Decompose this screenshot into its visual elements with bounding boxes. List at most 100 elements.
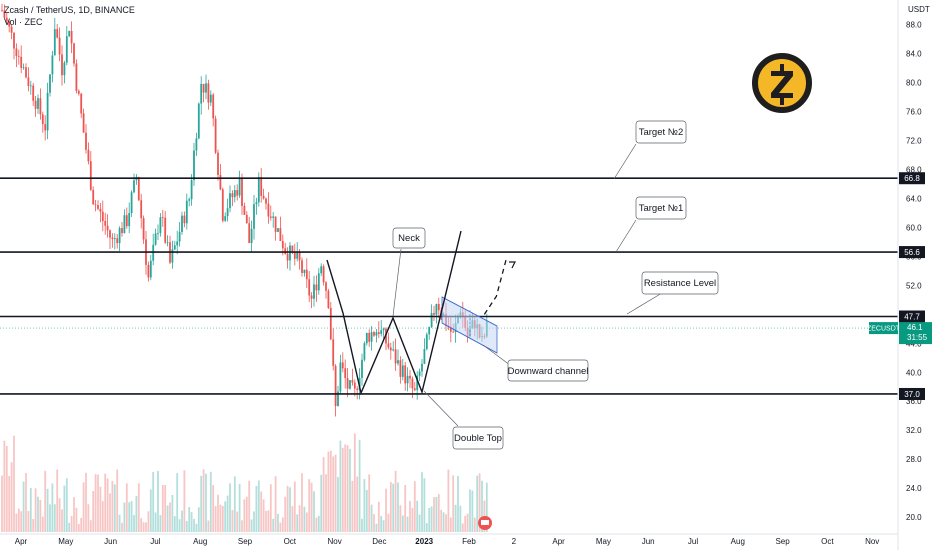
volume-bar: [341, 447, 344, 532]
volume-bar: [145, 522, 147, 532]
candle-body: [111, 237, 114, 240]
candle-body: [382, 328, 385, 331]
price-tick-label: 88.0: [906, 21, 922, 30]
callout-target-1-leader: [615, 219, 637, 253]
candle-body: [406, 375, 409, 384]
candle-body: [164, 217, 167, 243]
volume-bar: [219, 504, 222, 532]
candle-body: [207, 83, 210, 103]
volume-bar: [382, 520, 385, 532]
volume-bar: [142, 522, 145, 532]
callout-double-top-box: [452, 426, 504, 450]
callout-neck-leader: [392, 248, 402, 317]
candle-body: [315, 284, 318, 291]
volume-bar: [363, 479, 366, 532]
symbol-title[interactable]: Zcash / TetherUS, 1D, BINANCE: [4, 5, 135, 15]
volume-bar: [32, 519, 35, 532]
volume-bar: [293, 481, 296, 532]
volume-bar: [17, 508, 20, 532]
volume-bar: [329, 450, 332, 532]
candle-body: [320, 266, 323, 274]
candle-body: [236, 190, 239, 196]
candle-body: [133, 180, 135, 193]
volume-bar: [233, 476, 236, 532]
volume-bar: [385, 488, 387, 532]
callout-target-2-box: [635, 120, 687, 144]
candle-body: [49, 74, 51, 93]
price-tick-label: 64.0: [906, 194, 922, 203]
candle-body: [370, 332, 373, 342]
volume-label[interactable]: Vol · ZEC: [4, 17, 43, 27]
volume-bar: [209, 471, 212, 532]
candle-body: [224, 216, 227, 221]
candle-body: [161, 217, 164, 218]
candle-body: [305, 269, 308, 280]
candle-body: [267, 203, 270, 217]
volume-bar: [301, 473, 303, 532]
candle-body: [392, 349, 395, 351]
volume-bar: [221, 505, 224, 532]
volume-bar: [317, 515, 320, 532]
volume-bar: [315, 517, 318, 532]
volume-bar: [334, 454, 337, 532]
candle-body: [13, 32, 15, 49]
volume-bar: [157, 470, 159, 532]
volume-bar: [236, 511, 239, 532]
callout-neck[interactable]: Neck: [392, 227, 426, 317]
volume-bar: [181, 510, 183, 532]
candle-body: [229, 193, 231, 209]
price-tick-label: 40.0: [906, 368, 922, 377]
volume-bar: [193, 518, 195, 532]
time-tick-label: Nov: [865, 537, 879, 546]
candle-body: [130, 192, 133, 214]
candle-body: [75, 63, 78, 91]
volume-bar: [58, 498, 61, 532]
volume-bar: [185, 521, 188, 532]
callout-target-1[interactable]: Target №1: [615, 196, 687, 253]
volume-bar: [109, 493, 111, 532]
volume-bar: [106, 478, 109, 532]
volume-bar: [190, 512, 193, 532]
callout-target-2[interactable]: Target №2: [613, 120, 687, 180]
volume-bar: [75, 507, 78, 532]
level-tag-box: [899, 387, 925, 400]
callout-neck-text: Neck: [398, 233, 420, 244]
candle-body: [85, 132, 87, 150]
candle-body: [344, 368, 347, 379]
time-tick-label: Jul: [150, 537, 160, 546]
volume-bar: [471, 490, 474, 532]
candle-body: [142, 218, 145, 240]
volume-bar: [51, 483, 54, 532]
currency-label[interactable]: USDT: [908, 5, 930, 14]
candle-body: [217, 152, 219, 175]
candle-body: [425, 334, 428, 350]
volume-bar: [73, 497, 75, 532]
time-tick-label: Feb: [462, 537, 476, 546]
callout-channel-leader: [482, 344, 511, 366]
level-tag-box: [899, 246, 925, 259]
callout-double-top[interactable]: Double Top: [423, 390, 504, 450]
volume-bar: [277, 513, 279, 532]
candle-body: [17, 55, 20, 57]
time-axis[interactable]: Apr May Jun Jul Aug Sep Oct Nov Dec 2023 Feb 2 Apr Ma…: [15, 537, 880, 546]
volume-bar: [313, 491, 315, 532]
candle-body: [1, 10, 3, 12]
callout-target-1-box: [635, 196, 687, 220]
flag-icon[interactable]: [478, 516, 492, 530]
volume-bar: [303, 506, 306, 532]
candle-body: [188, 199, 191, 201]
candle-body: [308, 279, 311, 296]
level-price-tags: 66.8 56.6 47.7 37.0: [899, 172, 925, 400]
callout-resistance[interactable]: Resistance Level: [626, 271, 719, 315]
callout-downward-channel[interactable]: Downward channel: [482, 344, 588, 382]
candle-body: [173, 245, 176, 250]
candle-body: [332, 339, 335, 366]
volume-bar: [454, 504, 457, 532]
candle-body: [399, 360, 402, 377]
volume-bar: [101, 501, 104, 532]
candle-body: [123, 215, 126, 234]
channel-lower-line: [441, 322, 498, 354]
volume-bar: [481, 480, 483, 532]
candle-body: [97, 205, 99, 209]
